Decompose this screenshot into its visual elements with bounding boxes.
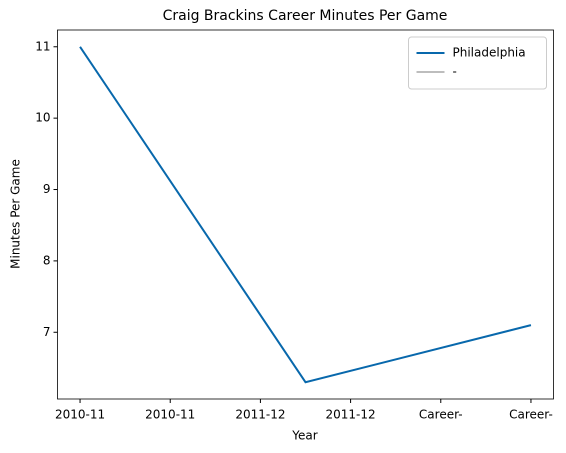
legend-box <box>408 36 547 90</box>
x-tick-label: 2010-11 <box>55 408 105 422</box>
x-tick-label: Career- <box>509 408 553 422</box>
x-axis-label: Year <box>291 429 317 443</box>
y-tick-label: 7 <box>43 325 51 339</box>
y-axis-label: Minutes Per Game <box>9 159 23 269</box>
y-tick-label: 11 <box>35 39 50 53</box>
x-tick-label: 2010-11 <box>145 408 195 422</box>
chart-title: Craig Brackins Career Minutes Per Game <box>163 8 448 24</box>
y-tick-label: 10 <box>35 111 50 125</box>
plot-frame <box>57 29 554 400</box>
x-tick-label: Career- <box>419 408 463 422</box>
legend-label: Philadelphia <box>453 46 526 60</box>
x-tick-label: 2011-12 <box>235 408 285 422</box>
series-line <box>79 46 532 384</box>
legend-label: - <box>453 65 457 79</box>
x-tick-label: 2011-12 <box>326 408 376 422</box>
y-tick-label: 8 <box>43 253 51 267</box>
y-tick-label: 9 <box>43 182 51 196</box>
